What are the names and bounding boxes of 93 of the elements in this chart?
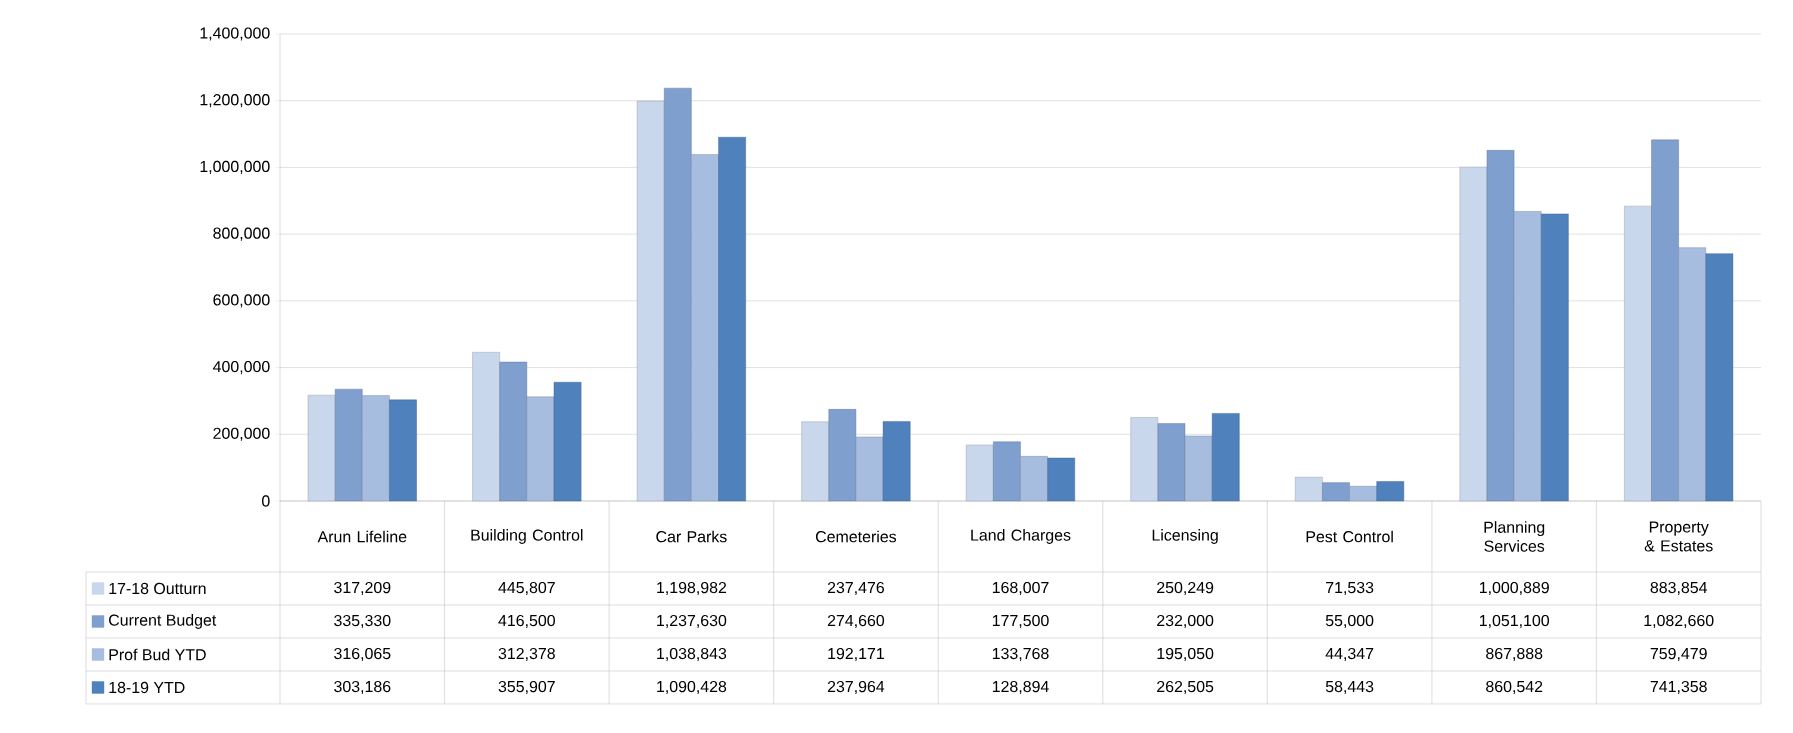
- data-label: 312,378: [498, 647, 555, 662]
- data-label: 262,505: [1157, 680, 1214, 695]
- data-label: 1,051,100: [1479, 614, 1550, 629]
- y-tick-label: 1,400,000: [200, 27, 270, 41]
- bar: [1047, 457, 1075, 502]
- data-label: 177,500: [992, 614, 1049, 629]
- data-label: 416,500: [498, 614, 555, 629]
- bar: [1211, 413, 1240, 502]
- bar: [1322, 482, 1350, 502]
- bar: [389, 399, 417, 502]
- bar: [882, 421, 911, 502]
- legend-label: Current Budget: [109, 614, 217, 629]
- bar: [1513, 211, 1542, 502]
- data-label: 303,186: [334, 680, 391, 695]
- data-label: 1,038,843: [657, 647, 727, 662]
- bar: [965, 444, 994, 502]
- data-label: 1,198,982: [657, 581, 727, 596]
- x-tick-label: Arun Lifeline: [317, 530, 407, 543]
- bar: [1157, 423, 1186, 502]
- x-tick-label: Property & Estates: [1644, 521, 1713, 552]
- bar: [334, 388, 363, 502]
- bar: [691, 154, 719, 502]
- data-label: 355,907: [498, 680, 555, 695]
- data-label: 168,007: [992, 581, 1049, 596]
- bar: [664, 87, 692, 502]
- data-label: 741,358: [1650, 680, 1707, 695]
- data-label: 883,854: [1650, 581, 1708, 596]
- data-label: 128,894: [992, 680, 1049, 695]
- bar: [499, 361, 528, 502]
- y-tick-label: 400,000: [212, 360, 270, 375]
- y-tick-label: 200,000: [213, 427, 270, 441]
- data-label: 860,542: [1486, 680, 1543, 695]
- data-label: 195,050: [1157, 647, 1214, 662]
- data-label: 1,090,428: [657, 680, 727, 695]
- data-label: 1,237,630: [657, 614, 727, 629]
- data-label: 71,533: [1326, 581, 1374, 596]
- bar: [307, 394, 336, 502]
- bar: [1184, 435, 1213, 502]
- y-tick-label: 600,000: [213, 294, 270, 308]
- bar: [1130, 417, 1159, 502]
- y-tick-label: 800,000: [213, 227, 270, 241]
- bar: [1295, 476, 1323, 502]
- bar: [828, 409, 857, 502]
- bar: [1624, 205, 1652, 502]
- legend-label: Prof Bud YTD: [109, 648, 206, 661]
- data-label: 316,065: [334, 647, 391, 662]
- x-tick-label: Car Parks: [656, 530, 727, 543]
- x-tick-label: Building Control: [471, 529, 583, 544]
- data-label: 133,768: [992, 647, 1049, 662]
- bar: [993, 441, 1021, 502]
- y-tick-label: 0: [262, 495, 270, 507]
- x-tick-label: Pest Control: [1306, 530, 1393, 543]
- data-label: 335,330: [334, 614, 391, 629]
- bar: [855, 436, 884, 502]
- bar: [553, 382, 582, 502]
- bar: [1705, 253, 1734, 502]
- data-label: 55,000: [1325, 614, 1374, 629]
- bar: [801, 421, 829, 502]
- bar: [636, 100, 665, 502]
- bar: [1459, 166, 1488, 502]
- legend-label: 18-19 YTD: [109, 681, 185, 694]
- bar: [472, 352, 500, 502]
- bar: [1486, 150, 1515, 502]
- bar: [1678, 247, 1706, 502]
- data-label: 58,443: [1325, 680, 1374, 695]
- data-label: 445,807: [498, 581, 555, 596]
- bar: [1349, 485, 1377, 502]
- data-label: 759,479: [1650, 647, 1707, 662]
- bar: [718, 137, 746, 502]
- bar: [1020, 456, 1048, 502]
- x-tick-label: Land Charges: [971, 529, 1071, 544]
- x-tick-label: Planning Services: [1484, 521, 1545, 552]
- data-label: 317,209: [334, 581, 391, 596]
- x-tick-label: Licensing: [1152, 529, 1218, 544]
- data-label: 237,964: [827, 680, 885, 695]
- y-tick-label: 1,000,000: [200, 160, 270, 174]
- data-label: 1,082,660: [1644, 614, 1714, 629]
- bar: [1541, 213, 1569, 502]
- data-label: 192,171: [828, 647, 884, 662]
- data-label: 232,000: [1157, 614, 1214, 629]
- bar: [1376, 481, 1405, 502]
- legend-label: 17-18 Outturn: [109, 582, 206, 595]
- bar: [526, 396, 555, 502]
- bar: [1651, 139, 1679, 502]
- data-label: 250,249: [1157, 581, 1214, 596]
- data-label: 1,000,889: [1479, 581, 1549, 596]
- data-label: 44,347: [1325, 647, 1374, 662]
- data-label: 274,660: [827, 614, 885, 629]
- bar: [362, 395, 390, 502]
- y-tick-label: 1,200,000: [200, 94, 270, 108]
- data-label: 237,476: [827, 581, 884, 596]
- x-tick-label: Cemeteries: [815, 530, 897, 543]
- data-label: 867,888: [1486, 647, 1543, 662]
